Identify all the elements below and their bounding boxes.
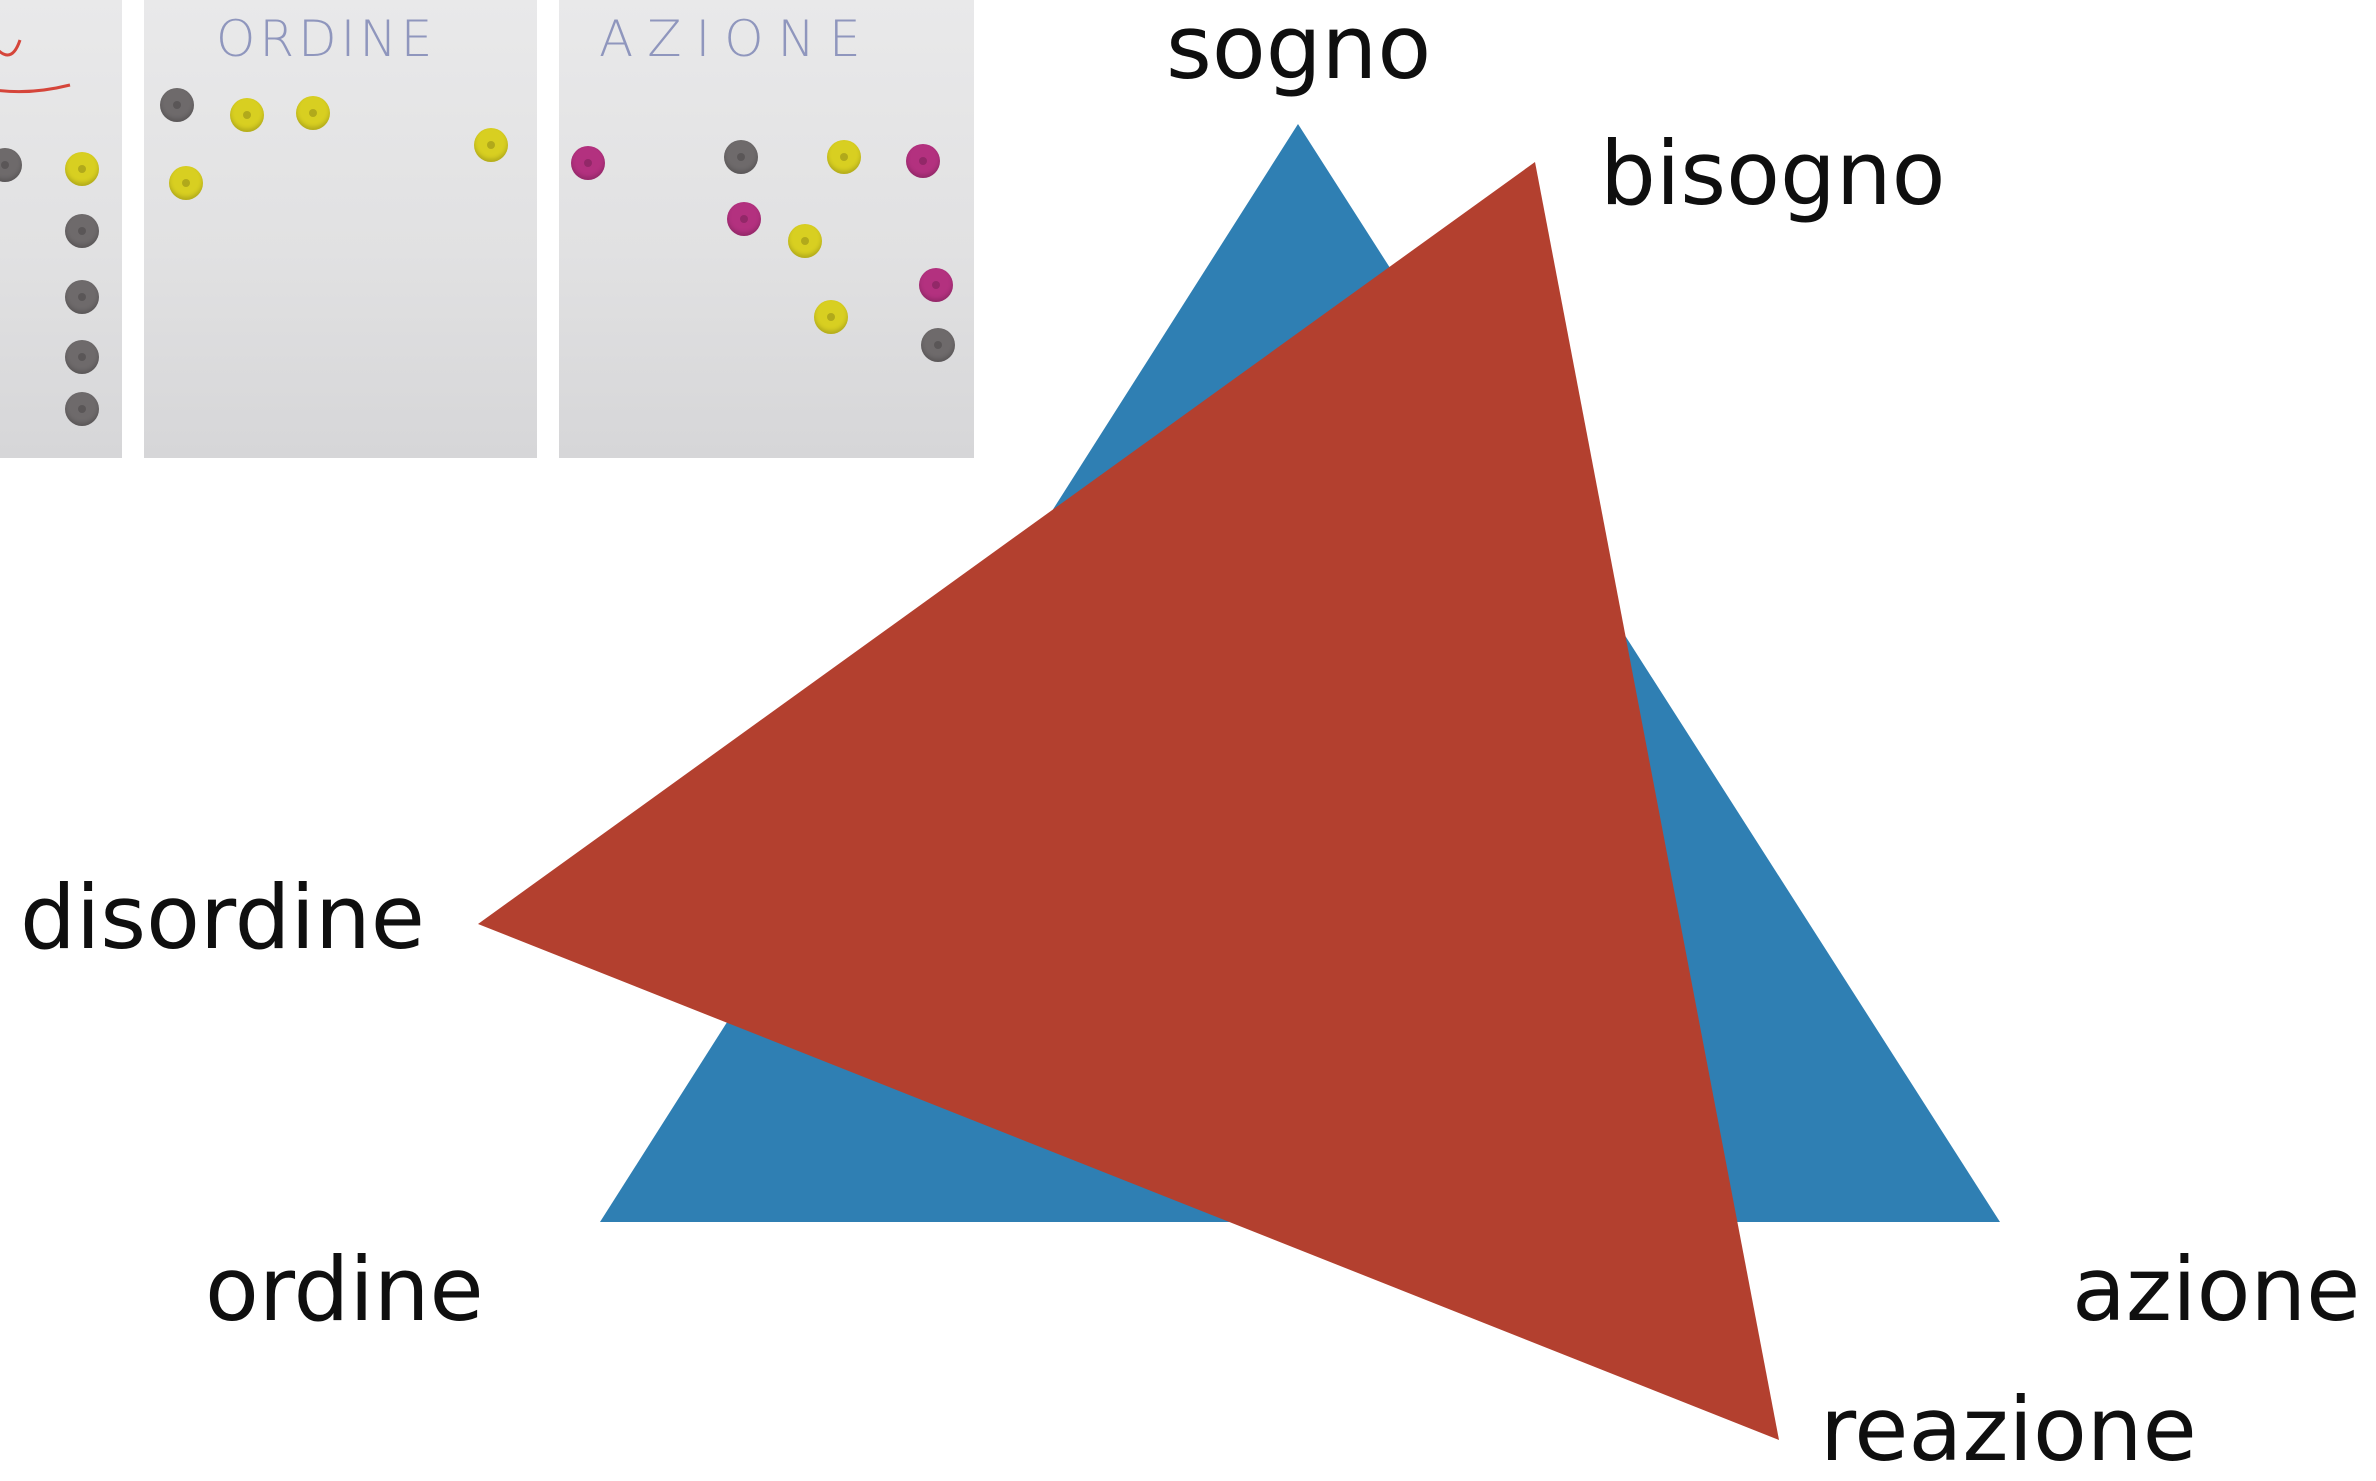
label-sogno: sogno [1166,0,1432,99]
sticker-dot [65,152,99,186]
sticker-dot [814,300,848,334]
photo-sheet-1 [0,0,122,458]
label-bisogno: bisogno [1600,122,1946,225]
sticker-dot [0,148,22,182]
sticker-dot [65,340,99,374]
label-reazione: reazione [1820,1378,2197,1481]
sticker-dot [921,328,955,362]
sticker-dot [230,98,264,132]
sticker-dot [160,88,194,122]
sticker-dot [724,140,758,174]
sticker-dot [727,202,761,236]
marker-stroke [0,39,71,94]
sticker-dot [788,224,822,258]
sticker-dot [827,140,861,174]
sheet-title: AZIONE [599,10,875,68]
sticker-dot [169,166,203,200]
sticker-dot [919,268,953,302]
sticker-dot [571,146,605,180]
sticker-dot [65,280,99,314]
sticker-dot [65,214,99,248]
sticker-dot [474,128,508,162]
label-azione: azione [2072,1238,2361,1341]
sheet-title: ORDINE [216,10,437,68]
red-triangle [478,162,1779,1440]
photo-sheet-azione: AZIONE [559,0,974,458]
sticker-dot [65,392,99,426]
sticker-dot [296,96,330,130]
sticker-dot [906,144,940,178]
label-disordine: disordine [20,866,425,969]
label-ordine: ordine [205,1238,484,1341]
photo-sheet-ordine: ORDINE [144,0,537,458]
